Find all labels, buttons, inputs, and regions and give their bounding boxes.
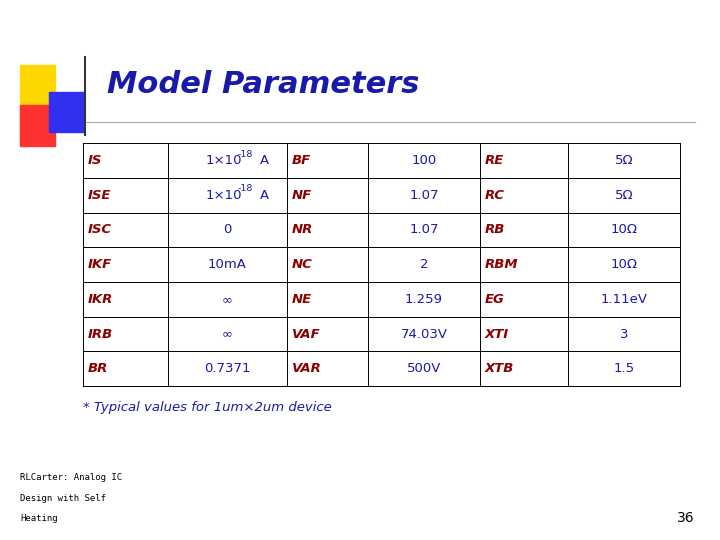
Text: A: A [260,154,269,167]
Text: * Typical values for 1um×2um device: * Typical values for 1um×2um device [83,401,331,414]
Text: 1.07: 1.07 [409,188,438,201]
Text: 100: 100 [411,154,436,167]
Text: 1.07: 1.07 [409,224,438,237]
Text: 1.11eV: 1.11eV [601,293,648,306]
Text: -18: -18 [238,150,253,159]
Text: 0: 0 [223,224,231,237]
Text: RBM: RBM [485,258,518,271]
Bar [49,92,84,132]
Text: EG: EG [485,293,505,306]
Text: RE: RE [485,154,504,167]
Text: 3: 3 [620,328,629,341]
Text: NE: NE [292,293,312,306]
Text: 10Ω: 10Ω [611,258,638,271]
Text: XTB: XTB [485,362,515,375]
Text: Design with Self: Design with Self [20,494,106,503]
Text: ISE: ISE [88,188,111,201]
Text: IKF: IKF [88,258,112,271]
Text: 10mA: 10mA [207,258,246,271]
Text: 1.5: 1.5 [614,362,635,375]
Text: NR: NR [292,224,313,237]
Text: NC: NC [292,258,312,271]
Text: 500V: 500V [407,362,441,375]
Text: ∞: ∞ [222,293,233,306]
Text: IRB: IRB [88,328,113,341]
Text: NF: NF [292,188,312,201]
Text: 5Ω: 5Ω [615,154,634,167]
Text: RLCarter: Analog IC: RLCarter: Analog IC [20,474,122,482]
Text: Heating: Heating [20,515,58,523]
Text: A: A [260,188,269,201]
Text: RC: RC [485,188,505,201]
Text: 2: 2 [420,258,428,271]
Text: Model Parameters: Model Parameters [107,70,419,99]
Text: ISC: ISC [88,224,112,237]
Text: BR: BR [88,362,108,375]
Text: VAF: VAF [292,328,320,341]
Text: 1.259: 1.259 [405,293,443,306]
Text: VAR: VAR [292,362,321,375]
Text: XTI: XTI [485,328,509,341]
Text: 1×10: 1×10 [205,188,242,201]
Text: 36: 36 [678,511,695,525]
Text: -18: -18 [238,185,253,193]
Text: IS: IS [88,154,102,167]
Bar [20,105,55,146]
Text: BF: BF [292,154,311,167]
Text: RB: RB [485,224,505,237]
Bar [20,65,55,105]
Text: 1×10: 1×10 [205,154,242,167]
Text: 10Ω: 10Ω [611,224,638,237]
Text: 74.03V: 74.03V [400,328,448,341]
Text: IKR: IKR [88,293,113,306]
Text: ∞: ∞ [222,328,233,341]
Text: 0.7371: 0.7371 [204,362,251,375]
Text: 5Ω: 5Ω [615,188,634,201]
